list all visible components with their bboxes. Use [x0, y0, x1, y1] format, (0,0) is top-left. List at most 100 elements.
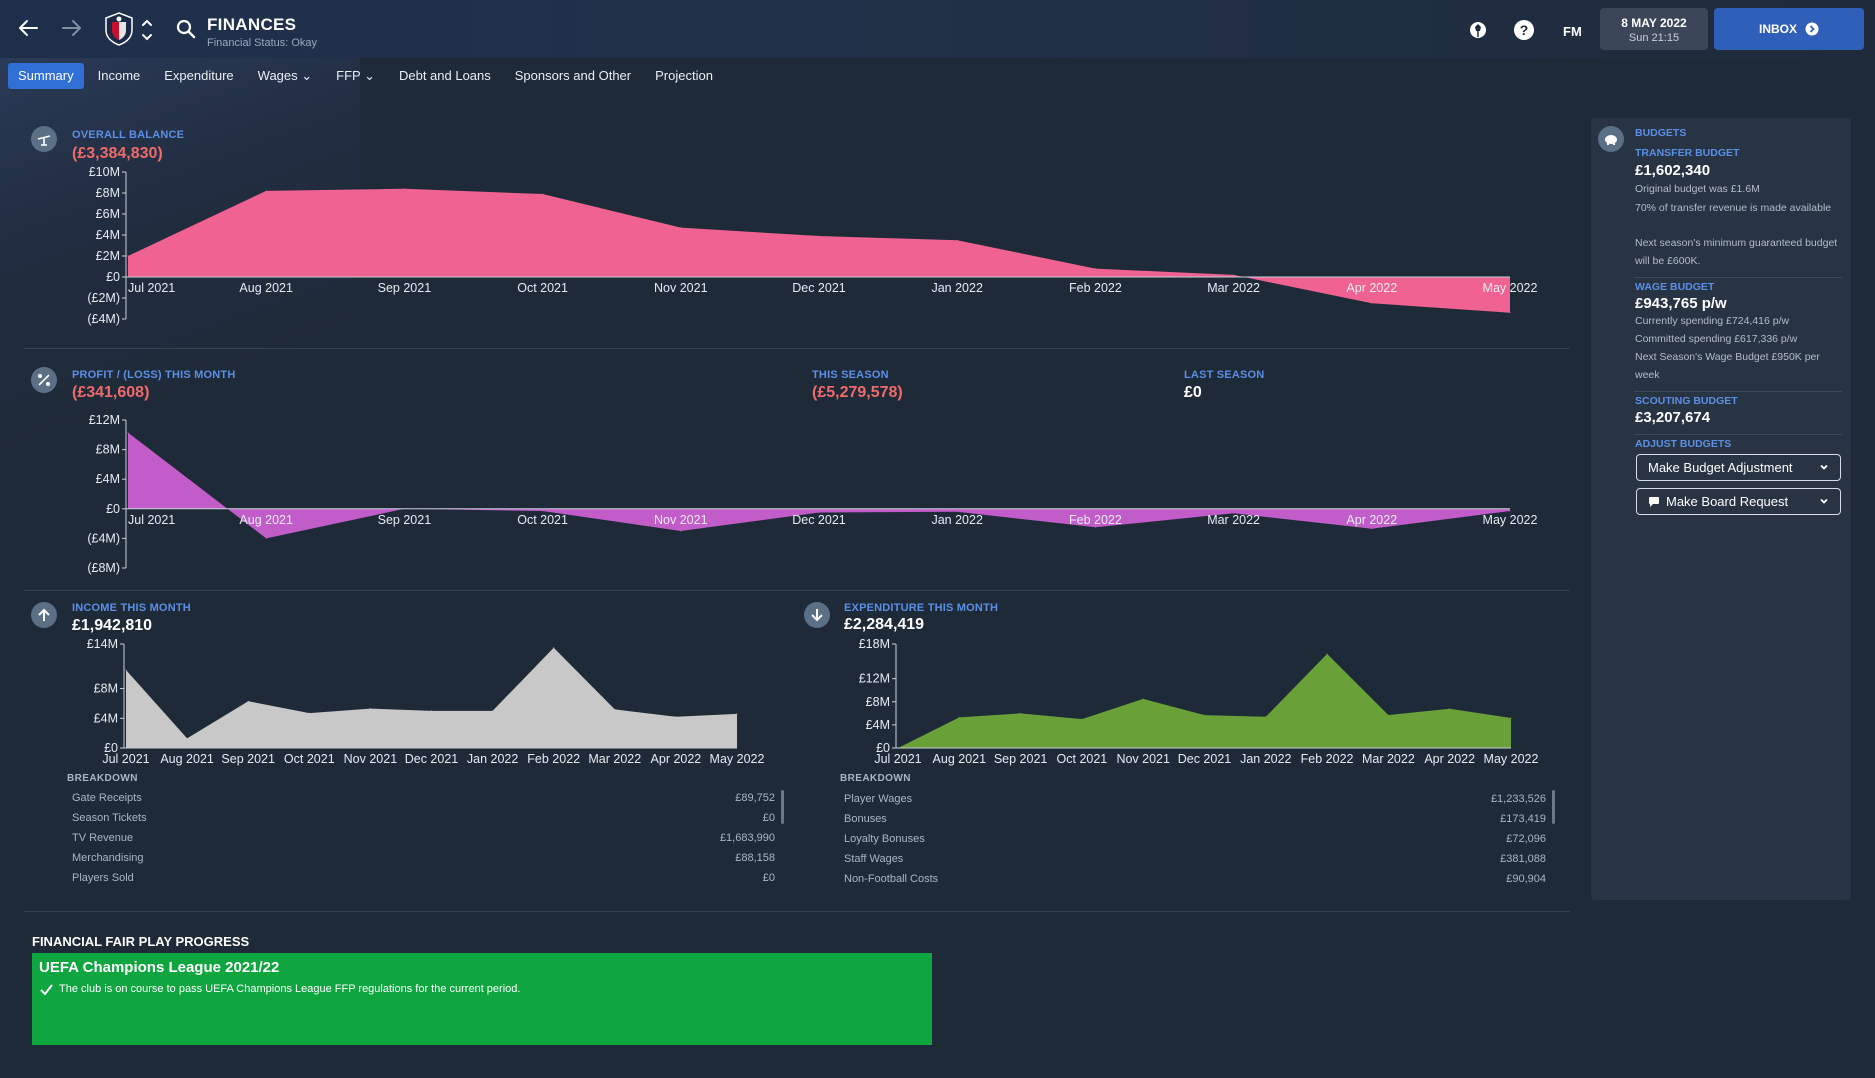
football-world-icon[interactable] [1466, 18, 1490, 42]
tab-expenditure[interactable]: Expenditure [164, 68, 234, 83]
profit-x-tick-label: Mar 2022 [1207, 513, 1260, 527]
income-y-tick-label: £0 [104, 741, 118, 755]
arrow-right-circle-icon [1805, 22, 1819, 36]
income-breakdown-value: £89,752 [735, 792, 775, 804]
tab-projection[interactable]: Projection [655, 68, 713, 83]
balance-point [403, 188, 405, 190]
profit-point [542, 510, 544, 512]
expenditure-x-tick-label: Apr 2022 [1424, 752, 1475, 766]
scouting-budget-value: £3,207,674 [1635, 409, 1711, 426]
balance-point [1094, 268, 1096, 270]
divider [1634, 391, 1842, 392]
expenditure-x-tick-label: Sep 2021 [994, 752, 1048, 766]
income-y-tick-label: £4M [94, 711, 118, 725]
expenditure-x-tick-label: Nov 2021 [1116, 752, 1170, 766]
profit-area [128, 432, 1510, 539]
overall-balance-chart: £10M £8M £6M £4M £2M £0 (£2M) (£4M) Jul 2021 Aug … [87, 165, 1538, 326]
balance-y-tick-label: £0 [106, 270, 120, 284]
balance-x-tick-label: May 2022 [1483, 281, 1538, 295]
income-point [492, 710, 494, 712]
balance-y-tick-label: £8M [96, 186, 120, 200]
fm-menu-button[interactable]: FM [1563, 24, 1582, 39]
make-budget-adjustment-button[interactable]: Make Budget Adjustment [1636, 454, 1841, 481]
wage-budget-note: Next Season's Wage Budget £950K per week [1635, 351, 1820, 381]
make-board-request-button[interactable]: Make Board Request [1636, 488, 1841, 515]
income-x-tick-label: Oct 2021 [284, 752, 335, 766]
expenditure-x-tick-label: Jan 2022 [1240, 752, 1291, 766]
income-area [126, 647, 737, 748]
tab-wages[interactable]: Wages ⌄ [257, 68, 313, 83]
expenditure-breakdown-scrollbar[interactable] [1552, 790, 1555, 824]
balance-y-tick-label: (£2M) [87, 291, 120, 305]
profit-point [1233, 512, 1235, 514]
budgets-panel [1591, 118, 1851, 900]
profit-x-tick-label: Dec 2021 [792, 513, 846, 527]
club-crest-icon[interactable] [104, 12, 134, 46]
tab-summary[interactable]: Summary [8, 63, 84, 89]
income-point [308, 712, 310, 714]
profit-y-tick-label: £4M [96, 472, 120, 486]
wage-budget-note: Currently spending £724,416 p/w [1635, 315, 1790, 327]
balance-point [265, 190, 267, 192]
profit-y-tick-label: £0 [106, 502, 120, 516]
tab-ffp[interactable]: FFP ⌄ [336, 68, 375, 83]
balance-y-tick-label: £2M [96, 249, 120, 263]
search-icon[interactable] [176, 19, 196, 39]
finance-tabs: Summary Income Expenditure Wages ⌄ FFP ⌄… [8, 63, 723, 89]
income-point [614, 708, 616, 710]
income-breakdown-value: £1,683,990 [719, 832, 775, 844]
date-continue-box[interactable]: 8 MAY 2022 Sun 21:15 [1600, 8, 1708, 50]
tab-sponsors-and-other[interactable]: Sponsors and Other [514, 68, 632, 83]
income-breakdown-row: Players Sold [72, 872, 134, 884]
expenditure-breakdown-value: £381,088 [1500, 853, 1546, 865]
percent-icon [31, 367, 57, 393]
divider [1634, 277, 1842, 278]
income-x-tick-label: Apr 2022 [651, 752, 702, 766]
balance-x-tick-label: Jan 2022 [931, 281, 982, 295]
income-point [736, 713, 738, 715]
balance-x-tick-label: Mar 2022 [1207, 281, 1260, 295]
income-breakdown-label: BREAKDOWN [67, 773, 138, 784]
back-arrow-icon[interactable] [14, 14, 42, 42]
expenditure-x-tick-label: Oct 2021 [1057, 752, 1108, 766]
inbox-button[interactable]: INBOX [1714, 8, 1864, 50]
balance-x-tick-label: Jul 2021 [128, 281, 175, 295]
transfer-budget-label: TRANSFER BUDGET [1635, 147, 1740, 159]
balance-area [128, 188, 1510, 313]
balance-x-tick-label: Sep 2021 [378, 281, 432, 295]
income-breakdown-scrollbar[interactable] [781, 790, 784, 824]
balance-point [1509, 312, 1511, 314]
piggy-bank-icon [1598, 126, 1624, 152]
arrow-up-icon [31, 602, 57, 628]
expenditure-label: EXPENDITURE THIS MONTH [844, 602, 999, 614]
expenditure-point [958, 716, 960, 718]
this-season-label: THIS SEASON [812, 369, 889, 381]
balance-point [680, 227, 682, 229]
tab-debt-and-loans[interactable]: Debt and Loans [398, 68, 491, 83]
forward-arrow-icon[interactable] [58, 14, 86, 42]
expenditure-point [1081, 718, 1083, 720]
club-switch-chevrons-icon[interactable] [140, 16, 154, 44]
expenditure-point [1204, 714, 1205, 716]
inbox-label: INBOX [1758, 22, 1797, 36]
expenditure-x-tick-label: May 2022 [1484, 752, 1539, 766]
wage-budget-note: Committed spending £617,336 p/w [1635, 333, 1798, 345]
balance-y-tick-label: £6M [96, 207, 120, 221]
income-point [431, 710, 432, 712]
balance-x-tick-label: Nov 2021 [654, 281, 708, 295]
expenditure-x-tick-label: Aug 2021 [933, 752, 987, 766]
income-point [247, 700, 249, 702]
income-x-tick-label: Aug 2021 [160, 752, 214, 766]
expenditure-y-tick-label: £4M [866, 718, 890, 732]
check-icon [40, 984, 53, 995]
balance-y-tick-label: £10M [89, 165, 120, 179]
tab-income[interactable]: Income [97, 68, 141, 83]
transfer-budget-note: Next season's minimum guaranteed budget … [1635, 237, 1838, 267]
income-point [369, 708, 371, 710]
help-icon[interactable]: ? [1512, 18, 1536, 42]
divider [24, 348, 1570, 349]
wage-budget-label: WAGE BUDGET [1635, 281, 1715, 293]
income-breakdown-row: Merchandising [72, 852, 144, 864]
expenditure-y-tick-label: £0 [876, 741, 890, 755]
